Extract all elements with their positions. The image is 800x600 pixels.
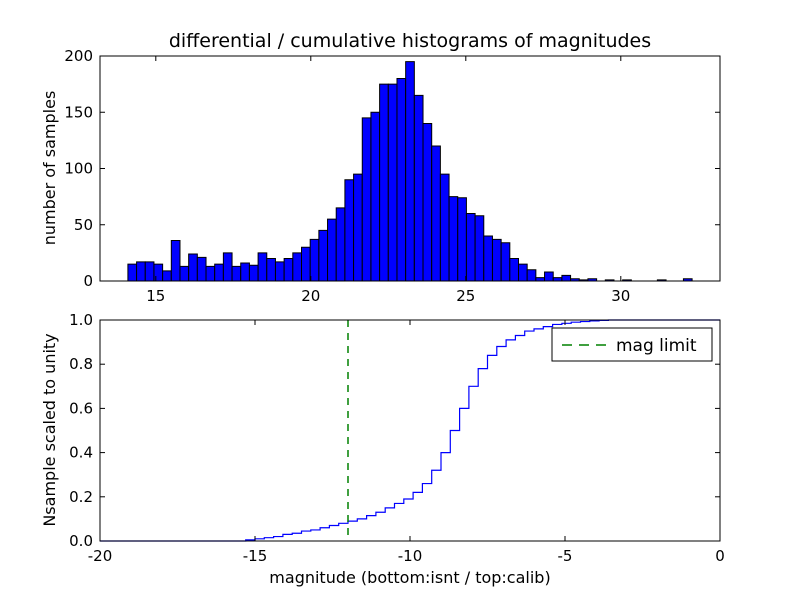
top-axes-frame: 15 20 25 30 0 50 100 150 200 — [64, 47, 721, 305]
y-tick-label: 200 — [64, 47, 93, 65]
histogram-bar — [491, 238, 502, 282]
histogram-bar — [353, 173, 363, 282]
histogram-bar — [162, 270, 172, 282]
histogram-bar — [127, 263, 138, 282]
histogram-bar — [518, 263, 528, 282]
histogram-bar — [309, 238, 320, 282]
y-tick-label: 0.6 — [69, 399, 93, 417]
histogram-bar — [526, 269, 537, 282]
histogram-bar — [465, 213, 476, 282]
histogram-bar — [274, 261, 285, 282]
histogram-bar — [248, 264, 259, 282]
legend-label: mag limit — [616, 336, 697, 356]
histogram-bar — [188, 253, 198, 282]
y-tick-label: 0 — [83, 272, 93, 290]
y-tick-label: 150 — [64, 103, 93, 121]
x-tick-label: -20 — [88, 547, 113, 565]
histogram-bar — [448, 196, 459, 282]
histogram-bar — [136, 261, 146, 282]
histogram-bar — [483, 235, 493, 282]
histogram-bar — [240, 262, 250, 282]
histogram-bar — [370, 111, 381, 282]
bottom-y-axis-label: Nsample scaled to unity — [40, 333, 59, 526]
y-tick-label: 1.0 — [69, 311, 93, 329]
histogram-bar — [301, 246, 311, 282]
x-tick-label: -5 — [558, 547, 573, 565]
histogram-bar — [318, 229, 329, 282]
x-tick-label: 0 — [715, 547, 725, 565]
histogram-bar — [170, 240, 181, 282]
y-tick-label: 50 — [74, 216, 93, 234]
histogram-bar — [361, 117, 372, 282]
histogram-bar — [327, 218, 337, 282]
histogram-bar — [405, 61, 415, 282]
chart-title: differential / cumulative histograms of … — [169, 30, 651, 52]
histogram-bar — [413, 94, 424, 282]
histogram-bar — [457, 197, 467, 282]
histogram-bar — [196, 256, 207, 282]
histogram-bar — [214, 263, 224, 282]
histogram-bar — [422, 123, 433, 282]
x-tick-label: 20 — [301, 287, 320, 305]
cumulative-line — [100, 319, 720, 542]
top-y-axis-label: number of samples — [40, 91, 59, 246]
histogram-bar — [561, 274, 572, 282]
histogram-bar — [222, 252, 233, 282]
histogram-bar — [153, 263, 164, 282]
x-tick-label: 30 — [611, 287, 630, 305]
x-tick-label: -10 — [398, 547, 423, 565]
histogram-bar — [396, 78, 407, 282]
legend-box — [551, 327, 713, 362]
histogram-bar — [387, 83, 398, 282]
histogram-bar — [439, 173, 450, 282]
histogram-bar — [544, 271, 554, 282]
y-tick-label: 0.0 — [69, 532, 93, 550]
histogram-bar — [257, 252, 268, 282]
histogram-bar — [344, 179, 355, 282]
histogram-bar — [431, 145, 441, 282]
histogram-bar — [179, 265, 190, 282]
histogram-bar — [500, 242, 511, 282]
x-axis-label: magnitude (bottom:isnt / top:calib) — [269, 568, 550, 587]
histogram-bar — [205, 265, 216, 282]
histogram-bar — [144, 261, 155, 282]
y-tick-label: 0.4 — [69, 444, 93, 462]
histogram-bar — [474, 215, 485, 282]
histogram-bar — [509, 258, 520, 282]
x-tick-label: -15 — [243, 547, 268, 565]
x-tick-label: 15 — [146, 287, 165, 305]
histogram-bar — [379, 83, 389, 282]
y-tick-label: 0.2 — [69, 488, 93, 506]
cumulative-line-group — [100, 319, 720, 542]
y-tick-label: 100 — [64, 160, 93, 178]
histogram-bars — [127, 61, 693, 282]
legend: mag limit — [551, 327, 713, 362]
histogram-bar — [335, 207, 346, 282]
y-tick-label: 0.8 — [69, 355, 93, 373]
histogram-bar — [266, 258, 276, 282]
histogram-bar — [231, 265, 242, 282]
x-tick-label: 25 — [456, 287, 475, 305]
histogram-bar — [283, 258, 294, 282]
histogram-bar — [292, 252, 303, 282]
bottom-axes-frame: -20 -15 -10 -5 0 0.0 0.2 0.4 0.6 0.8 1.0 — [69, 311, 725, 565]
